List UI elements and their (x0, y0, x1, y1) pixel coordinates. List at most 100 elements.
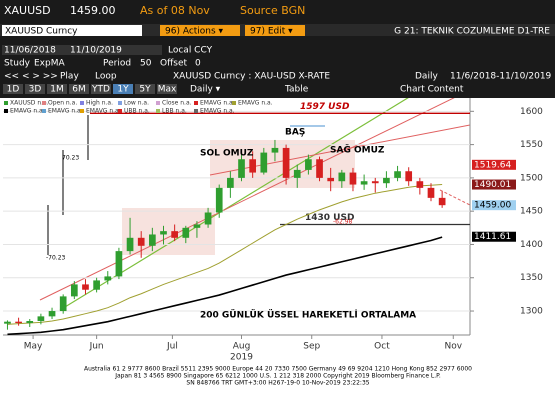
period-button[interactable] (3, 84, 23, 94)
price-tag-label: 1411.61 (474, 232, 511, 242)
loop[interactable]: Loop (95, 72, 117, 82)
edit: 97) Edit ▾ (250, 27, 293, 37)
actions-button[interactable] (160, 25, 240, 36)
legend-label: LBB n.a. (162, 108, 187, 115)
footer-line: SN 848766 TRT GMT+3:00 H267-19-0 10-Nov-… (186, 380, 369, 387)
level-label: 1430 USD (305, 213, 354, 223)
legend-swatch (80, 109, 84, 113)
y-tick-label: 1600 (520, 107, 543, 117)
candle-body (126, 237, 134, 252)
legend-swatch (42, 109, 46, 113)
x-tick-label: Jun (89, 342, 104, 352)
candle-body (48, 311, 56, 317)
candle-body (360, 181, 368, 185)
period-button[interactable] (25, 84, 45, 94)
candle-body (349, 172, 357, 185)
period-button[interactable] (113, 84, 133, 94)
legend-label: EMAVG n.a. (10, 108, 45, 115)
legend-label: UBB n.a. (124, 108, 150, 115)
period-button[interactable] (157, 84, 177, 94)
x-tick-label: Sep (303, 342, 320, 352)
legend-swatch (80, 101, 84, 105)
price: 1459.00 (70, 4, 116, 17)
legend-swatch (232, 101, 236, 105)
candle-body (160, 231, 167, 235)
security-box[interactable] (2, 25, 142, 36)
candle-body (37, 316, 45, 322)
study[interactable]: ExpMA (34, 59, 65, 69)
trend-line (59, 98, 409, 311)
candle-body (26, 321, 34, 324)
period[interactable]: 50 (140, 59, 152, 69)
price-tag (472, 179, 516, 190)
price-tag-label: 1519.64 (474, 160, 511, 170)
edit-button[interactable] (245, 25, 305, 36)
legend-swatch (156, 109, 160, 113)
candle-body (316, 159, 323, 178)
y-tick-label: 1450 (520, 207, 543, 217)
period-button[interactable] (135, 84, 155, 94)
freq-select[interactable]: Daily ▾ (190, 85, 221, 95)
y-tick-label: 1500 (520, 173, 543, 183)
moving-average (7, 236, 443, 336)
candle-body (338, 172, 346, 182)
candle-body (15, 321, 22, 324)
date-end: 11/10/2019 (70, 46, 122, 56)
period-label: Max (158, 85, 177, 95)
date-box[interactable] (2, 45, 162, 55)
plot (3, 98, 471, 336)
y-tick-label: 1350 (520, 273, 543, 283)
date-start: 11/06/2018 (4, 46, 56, 56)
nav-buttons[interactable]: << < > >> (4, 72, 58, 82)
legend-swatch (156, 101, 160, 105)
footer-line: Japan 81 3 4565 8900 Singapore 65 6212 1… (114, 373, 441, 380)
candle-body (149, 234, 156, 246)
legend-label: High n.a. (86, 100, 113, 107)
candle-body (405, 171, 413, 182)
currency: Local CCY (168, 46, 213, 56)
period-label: 6M (72, 85, 86, 95)
footer-background (0, 363, 555, 400)
candle-body (137, 237, 145, 246)
y-tick-label: 1550 (520, 140, 543, 150)
candle-body (305, 159, 312, 170)
shoulder-box (122, 208, 215, 255)
play[interactable]: Play (60, 72, 79, 82)
candle-body (104, 276, 112, 281)
legend-label: Low n.a. (124, 100, 149, 107)
period-button[interactable] (69, 84, 89, 94)
annotation: -70.23 (46, 255, 66, 262)
ticker: XAUUSD (4, 4, 51, 17)
candle-body (427, 187, 435, 198)
legend-swatch (194, 109, 198, 113)
y-tick-label: 1300 (520, 307, 543, 317)
candle-body (193, 224, 201, 228)
page-title: G 21: TEKNIK COZUMLEME D1-TRE (394, 27, 550, 37)
trend-line (39, 98, 455, 301)
candle-body (59, 296, 67, 312)
legend-swatch (118, 101, 122, 105)
price-tag (472, 200, 516, 211)
annotation: 70.23 (62, 155, 79, 162)
period-button[interactable] (91, 84, 111, 94)
legend-swatch (42, 101, 46, 105)
price-tag-label: 1459.00 (474, 201, 511, 211)
chart-content[interactable]: Chart Content (400, 85, 464, 95)
candle-body (260, 152, 268, 173)
period-button[interactable] (47, 84, 67, 94)
range: 11/6/2018-11/10/2019 (450, 72, 552, 82)
candle-body (271, 147, 279, 153)
candle-body (238, 159, 245, 178)
annotation: -62.98 (333, 219, 353, 226)
study-label: Study (4, 59, 31, 69)
table[interactable]: Table (284, 85, 309, 95)
legend-label: Open n.a. (48, 100, 77, 107)
x-tick-label: Jul (166, 342, 178, 352)
candle-body (394, 171, 401, 178)
legend-label: EMAVG n.a. (200, 100, 235, 107)
moving-average (7, 184, 443, 325)
candle-body (70, 284, 78, 297)
annotation: SOL OMUZ (200, 149, 254, 159)
offset[interactable]: 0 (195, 59, 201, 69)
as-of: As of 08 Nov (140, 4, 210, 17)
